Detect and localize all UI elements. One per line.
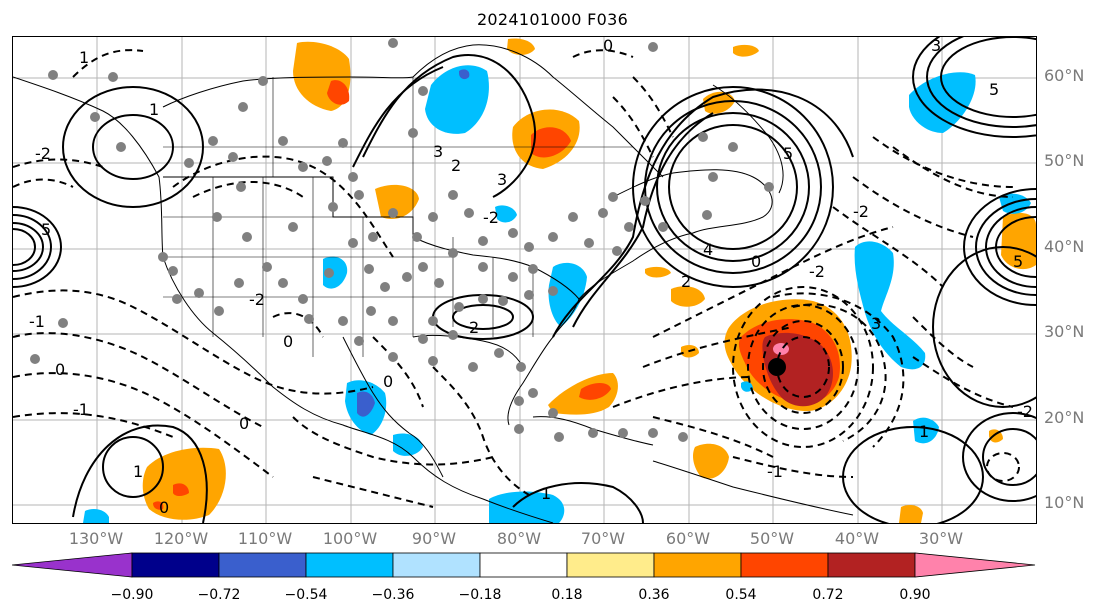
lon-label-40w: 40°W bbox=[834, 529, 880, 548]
contour-label: 2 bbox=[469, 318, 479, 337]
colorbar-cells bbox=[11, 552, 1036, 578]
colorbar-cell bbox=[566, 552, 655, 578]
fill-atlantic-blue bbox=[854, 241, 926, 370]
contour-label: -2 bbox=[249, 290, 265, 309]
lon-label-80w: 80°W bbox=[496, 529, 542, 548]
colorbar bbox=[11, 552, 1037, 586]
colorbar-cell bbox=[392, 552, 481, 578]
contour-label: -2 bbox=[1017, 402, 1033, 421]
lon-label-100w: 100°W bbox=[322, 529, 378, 548]
contour-label: -1 bbox=[767, 462, 783, 481]
lat-label-30n: 30°N bbox=[1044, 322, 1085, 341]
storm-center-marker bbox=[768, 358, 786, 376]
lon-label-60w: 60°W bbox=[665, 529, 711, 548]
colorbar-tick-label: −0.54 bbox=[284, 587, 328, 603]
chart-title: 2024101000 F036 bbox=[476, 10, 629, 29]
fill-ontario-orange bbox=[375, 184, 419, 219]
fill-hudson-blue bbox=[425, 65, 489, 134]
contour-label: 4 bbox=[703, 240, 713, 259]
colorbar-tick-label: −0.36 bbox=[371, 587, 415, 603]
lat-label-40n: 40°N bbox=[1044, 237, 1085, 256]
contour-label: 3 bbox=[433, 142, 443, 161]
contour-label: 3 bbox=[871, 314, 881, 333]
colorbar-cell bbox=[827, 552, 916, 578]
map-panel: 0 1 1 -2 5 3 3 2 5 4 0 2 -2 5 5 3 -2 0 -… bbox=[12, 36, 1037, 524]
contour-label: -2 bbox=[35, 144, 51, 163]
colorbar-tick-label: 0.36 bbox=[638, 587, 670, 603]
lon-label-130w: 130°W bbox=[68, 529, 124, 548]
contour-label: 0 bbox=[55, 360, 65, 379]
contour-label: 1 bbox=[149, 100, 159, 119]
colorbar-tick-label: −0.90 bbox=[110, 587, 154, 603]
contour-label: 3 bbox=[497, 170, 507, 189]
contour-label: -1 bbox=[29, 312, 45, 331]
colorbar-cell bbox=[479, 552, 568, 578]
contour-label: 1 bbox=[541, 484, 551, 503]
negative-contours bbox=[13, 49, 1020, 508]
contour-label: 1 bbox=[919, 422, 929, 441]
map-svg: 0 1 1 -2 5 3 3 2 5 4 0 2 -2 5 5 3 -2 0 -… bbox=[13, 37, 1036, 523]
colorbar-extend-low bbox=[11, 552, 133, 578]
lon-label-50w: 50°W bbox=[749, 529, 795, 548]
contour-label: 0 bbox=[159, 498, 169, 517]
lon-label-120w: 120°W bbox=[153, 529, 209, 548]
contour-label: 0 bbox=[383, 372, 393, 391]
positive-contours bbox=[13, 37, 1036, 523]
colorbar-extend-high bbox=[914, 552, 1036, 578]
contour-label: 0 bbox=[283, 332, 293, 351]
colorbar-cell bbox=[653, 552, 742, 578]
contour-label: 5 bbox=[1013, 252, 1023, 271]
station-dots bbox=[30, 38, 774, 442]
colorbar-cell bbox=[218, 552, 307, 578]
contour-label: 1 bbox=[79, 48, 89, 67]
contour-label: 0 bbox=[751, 252, 761, 271]
lon-label-30w: 30°W bbox=[918, 529, 964, 548]
colorbar-cell bbox=[740, 552, 829, 578]
lat-label-50n: 50°N bbox=[1044, 151, 1085, 170]
colorbar-cell bbox=[131, 552, 220, 578]
contour-labels: 0 1 1 -2 5 3 3 2 5 4 0 2 -2 5 5 3 -2 0 -… bbox=[29, 37, 1033, 517]
contour-label: 5 bbox=[783, 144, 793, 163]
contour-label: 5 bbox=[989, 80, 999, 99]
colorbar-tick-label: −0.72 bbox=[197, 587, 241, 603]
contour-label: 0 bbox=[239, 414, 249, 433]
fill-pacific-orange bbox=[142, 447, 226, 520]
colorbar-tick-label: 0.72 bbox=[812, 587, 844, 603]
lat-label-60n: 60°N bbox=[1044, 66, 1085, 85]
contour-label: 5 bbox=[41, 220, 51, 239]
lat-label-10n: 10°N bbox=[1044, 493, 1085, 512]
contour-label: 2 bbox=[451, 156, 461, 175]
contour-label: 2 bbox=[681, 272, 691, 291]
colorbar-tick-label: −0.18 bbox=[458, 587, 502, 603]
colorbar-cell bbox=[305, 552, 394, 578]
contour-label: 3 bbox=[931, 37, 941, 55]
lat-label-20n: 20°N bbox=[1044, 408, 1085, 427]
contour-label: 0 bbox=[603, 37, 613, 55]
contour-label: 1 bbox=[133, 462, 143, 481]
lon-label-90w: 90°W bbox=[411, 529, 457, 548]
colorbar-svg bbox=[11, 552, 1036, 578]
lon-label-110w: 110°W bbox=[237, 529, 293, 548]
contour-label: -2 bbox=[809, 262, 825, 281]
contour-label: -2 bbox=[483, 208, 499, 227]
admin-boundaries bbox=[163, 77, 633, 357]
contour-label: -2 bbox=[853, 202, 869, 221]
colorbar-tick-label: 0.54 bbox=[725, 587, 757, 603]
anomaly-fills bbox=[83, 38, 1036, 523]
colorbar-tick-label: 0.18 bbox=[551, 587, 583, 603]
colorbar-tick-label: 0.90 bbox=[899, 587, 931, 603]
contour-label: -1 bbox=[73, 400, 89, 419]
lon-label-70w: 70°W bbox=[580, 529, 626, 548]
